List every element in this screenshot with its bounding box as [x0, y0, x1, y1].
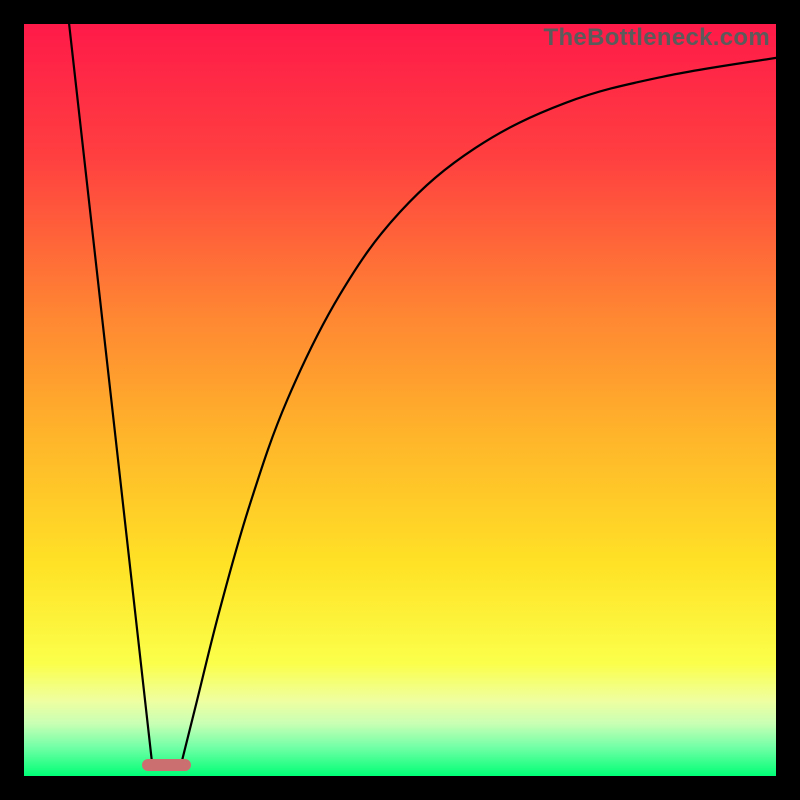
chart-outer-frame: TheBottleneck.com — [0, 0, 800, 800]
plot-area: TheBottleneck.com — [24, 24, 776, 776]
watermark-text: TheBottleneck.com — [544, 24, 770, 52]
curve-right-ascent — [182, 58, 776, 761]
bottleneck-curve — [24, 24, 776, 776]
optimal-point-marker — [142, 759, 191, 771]
curve-left-descent — [69, 24, 152, 761]
